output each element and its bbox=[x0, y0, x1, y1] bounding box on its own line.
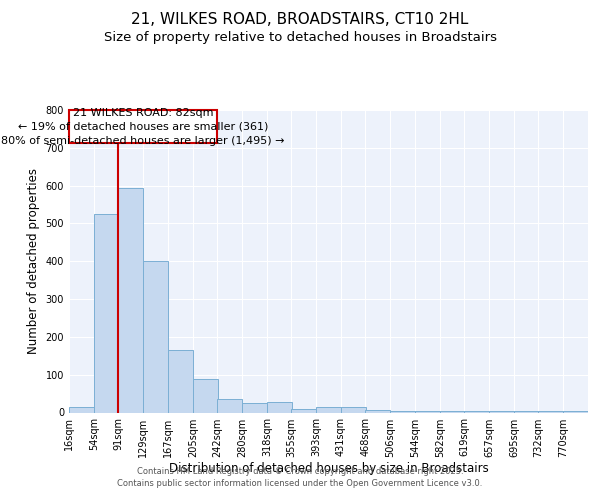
Bar bbox=[143, 261, 168, 412]
Text: 21, WILKES ROAD, BROADSTAIRS, CT10 2HL: 21, WILKES ROAD, BROADSTAIRS, CT10 2HL bbox=[131, 12, 469, 28]
Bar bbox=[390, 410, 415, 412]
Bar bbox=[118, 188, 143, 412]
Text: 21 WILKES ROAD: 82sqm
← 19% of detached houses are smaller (361)
80% of semi-det: 21 WILKES ROAD: 82sqm ← 19% of detached … bbox=[1, 108, 285, 146]
Bar bbox=[440, 411, 465, 412]
Bar bbox=[267, 402, 292, 412]
Bar bbox=[69, 407, 94, 412]
Y-axis label: Number of detached properties: Number of detached properties bbox=[27, 168, 40, 354]
Text: Size of property relative to detached houses in Broadstairs: Size of property relative to detached ho… bbox=[104, 32, 497, 44]
Bar bbox=[94, 214, 119, 412]
Bar bbox=[217, 400, 242, 412]
Bar bbox=[563, 411, 588, 412]
Bar bbox=[193, 379, 218, 412]
X-axis label: Distribution of detached houses by size in Broadstairs: Distribution of detached houses by size … bbox=[169, 462, 488, 475]
Bar bbox=[316, 407, 341, 412]
Bar bbox=[242, 403, 267, 412]
Bar bbox=[464, 411, 489, 412]
Bar bbox=[538, 411, 563, 412]
Bar bbox=[489, 411, 514, 412]
Bar bbox=[291, 410, 316, 412]
FancyBboxPatch shape bbox=[69, 110, 217, 144]
Bar bbox=[365, 410, 390, 412]
Bar bbox=[514, 411, 539, 412]
Text: Contains HM Land Registry data © Crown copyright and database right 2025.
Contai: Contains HM Land Registry data © Crown c… bbox=[118, 466, 482, 487]
Bar bbox=[341, 407, 366, 412]
Bar bbox=[168, 350, 193, 412]
Bar bbox=[415, 411, 440, 412]
